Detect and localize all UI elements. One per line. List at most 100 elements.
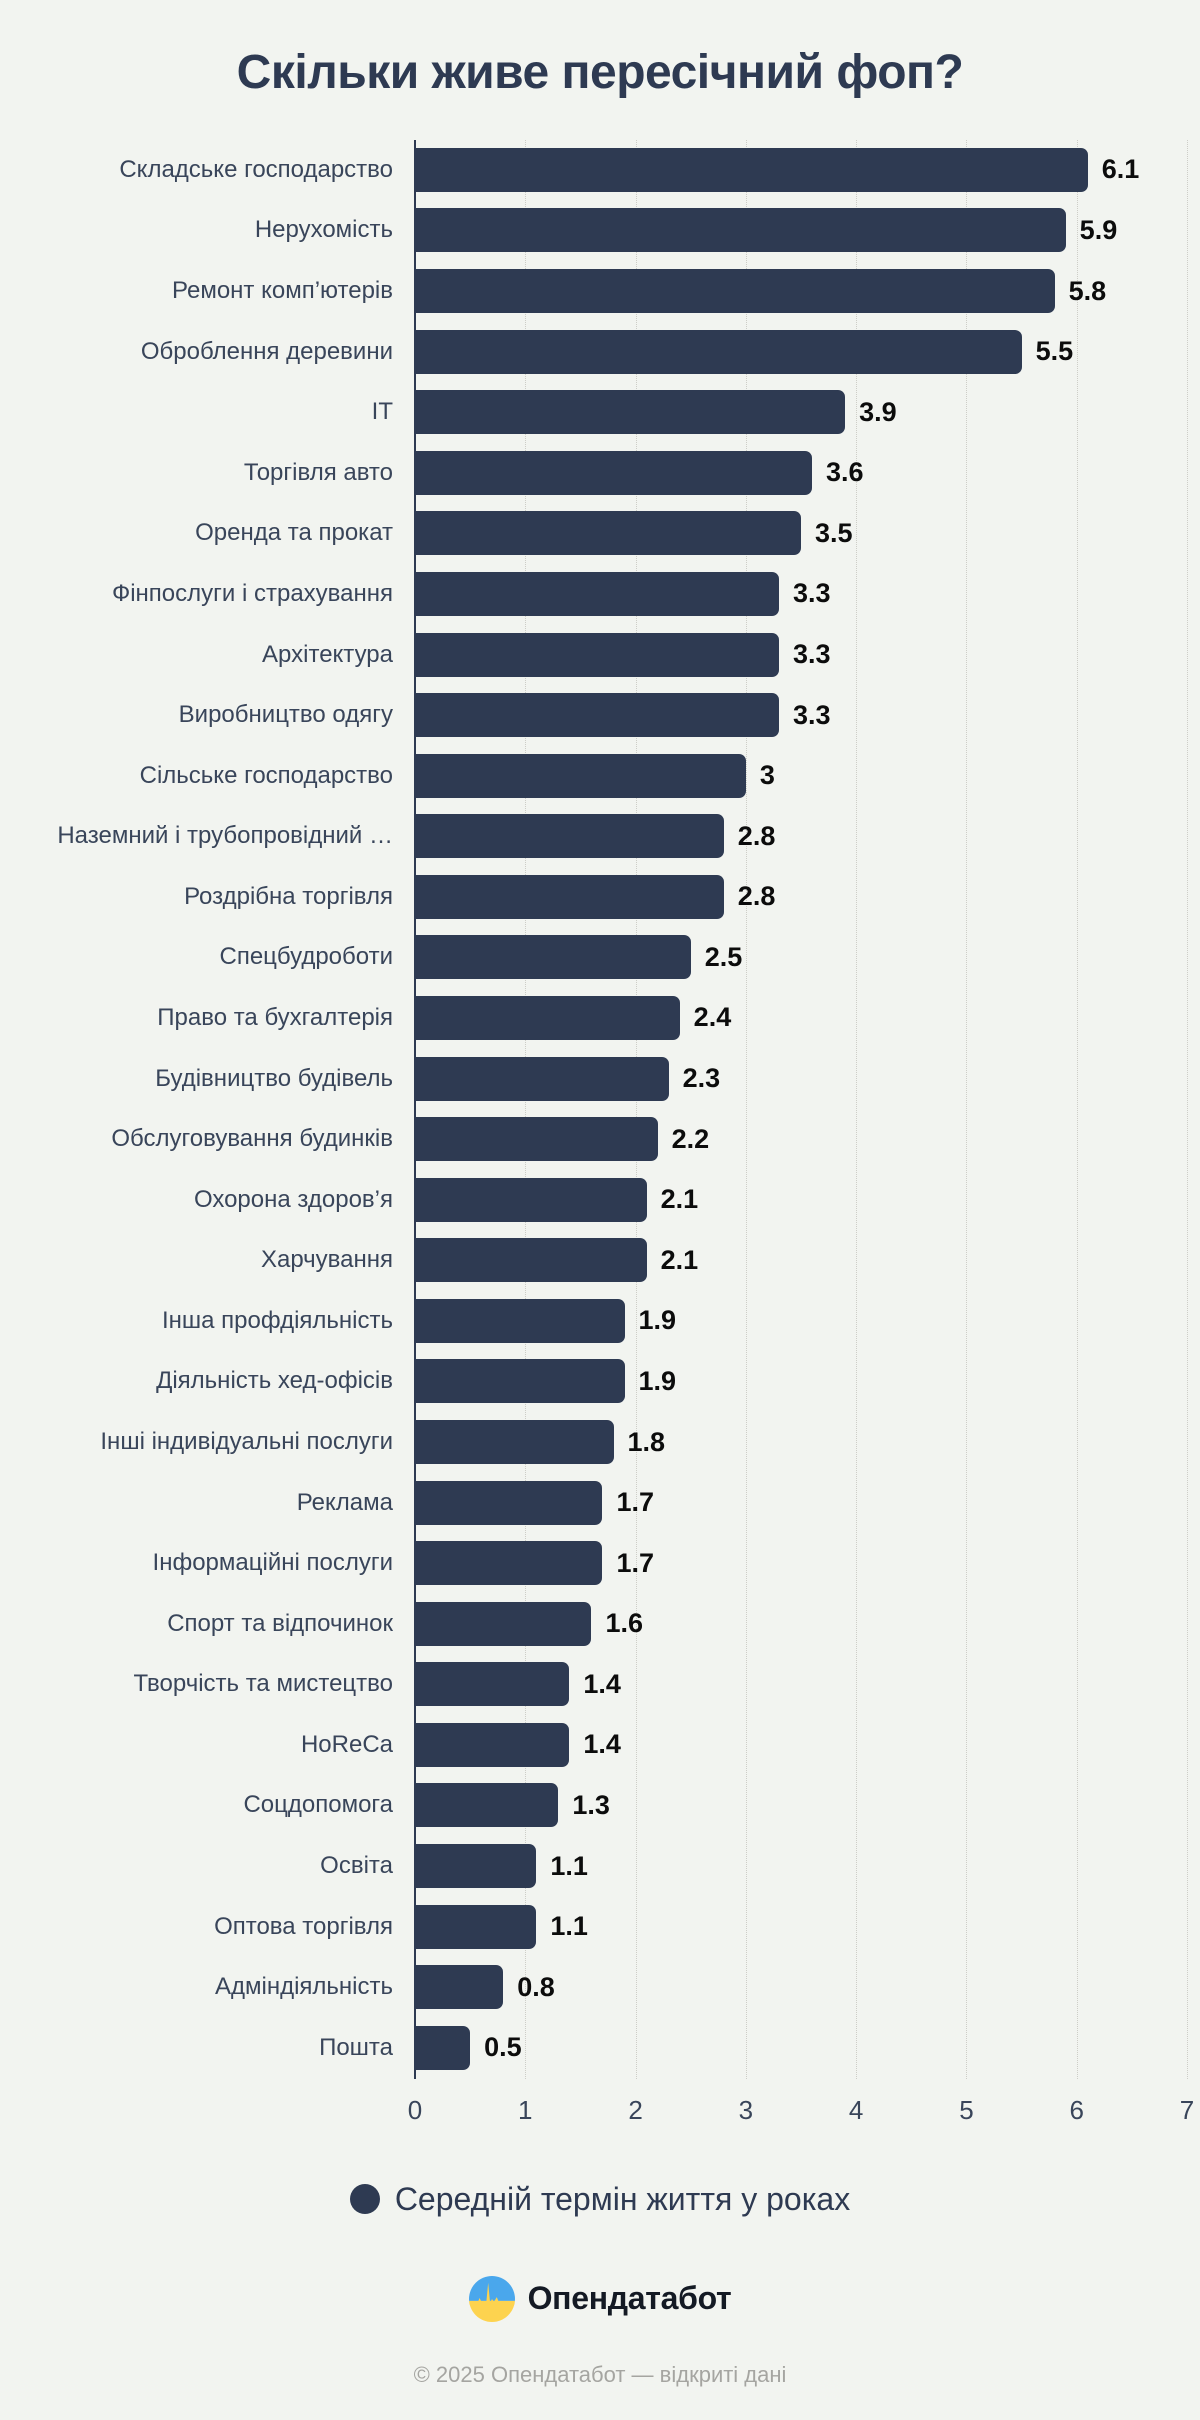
value-label: 3.6	[826, 457, 864, 488]
category-label: Роздрібна торгівля	[184, 882, 393, 910]
bar	[415, 1117, 658, 1162]
bar-track: 2.3	[415, 1056, 1187, 1101]
bar	[415, 814, 724, 859]
bar	[415, 269, 1055, 314]
bar-track: 1.7	[415, 1480, 1187, 1525]
bar-track: 3.6	[415, 450, 1187, 495]
category-label: Харчування	[260, 1246, 393, 1274]
category-label: Освіта	[320, 1852, 393, 1880]
value-label: 5.5	[1035, 336, 1074, 367]
bar-track: 1.9	[415, 1298, 1187, 1343]
bar	[415, 753, 746, 798]
value-label: 1.4	[583, 1668, 621, 1699]
category-label: Складське господарство	[119, 155, 393, 183]
value-label: 1.7	[616, 1487, 655, 1518]
bar-row: Будівництво будівель 2.3	[0, 1048, 1200, 1109]
x-tick-label: 1	[518, 2094, 533, 2125]
bar	[415, 1480, 603, 1525]
category-label: Спорт та відпочинок	[167, 1609, 393, 1637]
bar-track: 3.9	[415, 390, 1187, 435]
value-label: 1.1	[550, 1911, 588, 1942]
value-label: 3.3	[792, 578, 831, 609]
category-label: Виробництво одягу	[178, 701, 393, 729]
bar-rows: Складське господарство 6.1 Нерухомість 5.9 Р…	[0, 140, 1200, 2079]
value-label: 2.1	[660, 1184, 699, 1215]
bar-row: Наземний і трубопровідний … 2.8	[0, 806, 1200, 867]
bar	[415, 511, 801, 556]
bar-row: Адміндіяльність 0.8	[0, 1957, 1200, 2018]
gridline	[745, 139, 747, 2079]
category-label: Архітектура	[262, 640, 393, 668]
bar	[415, 1177, 647, 1222]
category-label: Сільське господарство	[139, 761, 393, 789]
bar	[415, 1844, 537, 1889]
bar-row: Спецбудроботи 2.5	[0, 927, 1200, 988]
bar	[415, 329, 1022, 374]
bar-track: 1.7	[415, 1541, 1187, 1586]
gridline	[856, 139, 858, 2079]
bar-row: Торгівля авто 3.6	[0, 442, 1200, 503]
bar-track: 3.3	[415, 693, 1187, 738]
bar	[415, 1783, 559, 1828]
x-tick-label: 4	[848, 2094, 864, 2125]
bar-track: 0.5	[415, 2025, 1187, 2070]
bar-track: 2.4	[415, 995, 1187, 1040]
value-label: 3.5	[815, 517, 853, 548]
bar-row: Реклама 1.7	[0, 1472, 1200, 1533]
category-label: Інші індивідуальні послуги	[100, 1428, 393, 1456]
value-label: 1.3	[572, 1789, 610, 1820]
brand-row: Опендатабот	[0, 2275, 1200, 2322]
x-tick-label: 3	[738, 2094, 754, 2125]
value-label: 6.1	[1101, 154, 1140, 185]
gridline	[966, 139, 968, 2079]
x-tick-label: 2	[628, 2094, 643, 2125]
x-tick-label: 7	[1179, 2094, 1195, 2125]
bar	[415, 935, 691, 980]
legend: Середній термін життя у роках	[0, 2181, 1200, 2218]
value-label: 2.3	[682, 1063, 721, 1094]
bar	[415, 1662, 570, 1707]
bar-row: Роздрібна торгівля 2.8	[0, 867, 1200, 928]
bar	[415, 693, 779, 738]
bar-chart: Складське господарство 6.1 Нерухомість 5.9 Р…	[0, 139, 1200, 2079]
bar	[415, 1420, 614, 1465]
bar-track: 3	[415, 753, 1187, 798]
category-label: Реклама	[296, 1488, 393, 1516]
value-label: 1.6	[605, 1608, 643, 1639]
category-label: Адміндіяльність	[214, 1973, 393, 2001]
bar-track: 1.1	[415, 1844, 1187, 1889]
bar-track: 3.3	[415, 571, 1187, 616]
x-tick-label: 5	[959, 2094, 974, 2125]
category-label: Творчість та мистецтво	[133, 1670, 393, 1698]
bar-row: Право та бухгалтерія 2.4	[0, 988, 1200, 1049]
bar-track: 1.1	[415, 1904, 1187, 1949]
bar	[415, 1359, 625, 1404]
bar-track: 0.8	[415, 1965, 1187, 2010]
bar	[415, 1722, 570, 1767]
value-label: 3.3	[792, 639, 831, 669]
gridline	[635, 139, 637, 2079]
bar	[415, 208, 1066, 253]
bar	[415, 1056, 669, 1101]
bar	[415, 450, 813, 495]
bar-track: 2.2	[415, 1117, 1187, 1162]
category-label: Охорона здоров’я	[193, 1185, 393, 1213]
bar-track: 3.3	[415, 632, 1187, 677]
bar-row: Спорт та відпочинок 1.6	[0, 1593, 1200, 1654]
bar-row: Соцдопомога 1.3	[0, 1775, 1200, 1836]
bar	[415, 995, 680, 1040]
bar-row: Оптова торгівля 1.1	[0, 1896, 1200, 1957]
value-label: 0.8	[517, 1971, 555, 2002]
bar-track: 2.1	[415, 1238, 1187, 1283]
bar	[415, 1601, 592, 1646]
brand-name: Опендатабот	[527, 2280, 732, 2317]
legend-marker-icon	[349, 2184, 380, 2215]
value-label: 2.5	[704, 941, 743, 972]
bar-row: Харчування 2.1	[0, 1230, 1200, 1291]
value-label: 0.5	[484, 2032, 522, 2063]
category-label: Торгівля авто	[243, 458, 393, 486]
category-label: Ремонт комп’ютерів	[172, 277, 393, 305]
value-label: 2.1	[660, 1244, 699, 1275]
bar-row: Нерухомість 5.9	[0, 200, 1200, 261]
